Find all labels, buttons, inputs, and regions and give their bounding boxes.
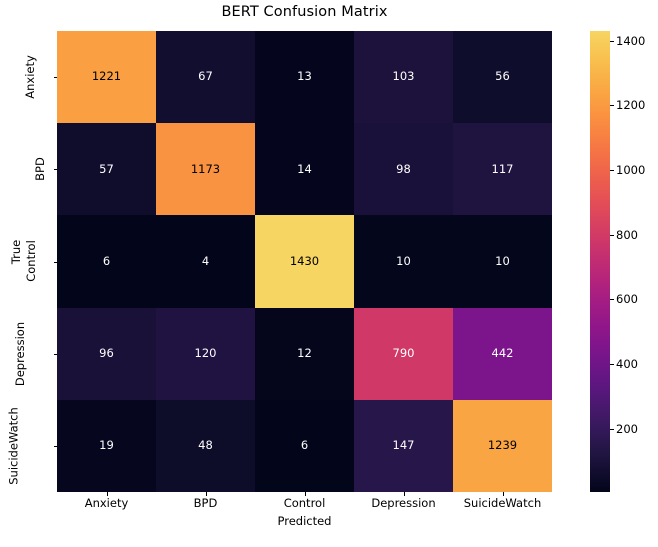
cell-value: 56 <box>495 69 510 84</box>
heatmap-cell: 67 <box>156 31 255 124</box>
cell-value: 4 <box>201 253 210 268</box>
cell-value: 1239 <box>487 438 518 453</box>
heatmap-cell: 1221 <box>57 31 156 124</box>
cell-value: 19 <box>99 438 114 453</box>
x-tick-label: Control <box>283 496 326 510</box>
y-tick-label: Control <box>0 215 52 307</box>
y-tick-mark <box>53 261 57 263</box>
colorbar-tick-label: 200 <box>616 421 638 436</box>
cell-value: 1221 <box>91 69 122 84</box>
heatmap-cell: 442 <box>453 307 552 400</box>
y-tick-label-text: Depression <box>12 321 27 386</box>
colorbar-tick-mark <box>610 170 614 171</box>
cell-value: 1430 <box>289 253 320 268</box>
heatmap-cell: 56 <box>453 31 552 124</box>
cell-value: 6 <box>102 253 111 268</box>
cell-value: 1173 <box>190 161 221 176</box>
cell-value: 442 <box>491 345 514 360</box>
heatmap-cell: 4 <box>156 215 255 308</box>
heatmap-cell: 103 <box>354 31 453 124</box>
cell-value: 96 <box>99 345 114 360</box>
cell-value: 103 <box>392 69 415 84</box>
cell-value: 790 <box>392 345 415 360</box>
x-tick-label: BPD <box>193 496 218 510</box>
y-tick-mark <box>53 169 57 171</box>
colorbar-tick-mark <box>610 299 614 301</box>
x-tick-label: Anxiety <box>84 496 129 510</box>
colorbar-tick-label: 600 <box>616 292 638 307</box>
heatmap-cell: 14 <box>255 123 354 216</box>
cell-value: 120 <box>194 345 217 360</box>
y-tick-label-text: Anxiety <box>23 55 38 99</box>
cell-value: 67 <box>198 69 213 84</box>
y-tick-label-text: SuicideWatch <box>6 407 21 485</box>
heatmap-cell: 10 <box>453 215 552 308</box>
heatmap-cell: 117 <box>453 123 552 216</box>
colorbar-tick-label: 400 <box>616 356 638 371</box>
cell-value: 6 <box>300 438 309 453</box>
y-tick-label: Anxiety <box>0 31 52 123</box>
colorbar <box>590 31 610 492</box>
heatmap-grid: 1221 67 13 103 56 57 1173 14 98 117 6 4 1430 10 10 96 12… <box>57 31 552 492</box>
cell-value: 12 <box>297 345 312 360</box>
chart-title: BERT Confusion Matrix <box>221 4 388 20</box>
cell-value: 10 <box>495 253 510 268</box>
y-tick-label: Depression <box>0 308 52 400</box>
heatmap-cell: 13 <box>255 31 354 124</box>
cell-value: 98 <box>396 161 411 176</box>
heatmap-cell: 147 <box>354 399 453 492</box>
heatmap-cell: 790 <box>354 307 453 400</box>
colorbar-tick-label: 1400 <box>616 33 646 48</box>
x-tick-label: Depression <box>371 496 436 510</box>
cell-value: 48 <box>198 438 213 453</box>
x-tick-mark <box>205 492 207 496</box>
heatmap-cell: 57 <box>57 123 156 216</box>
heatmap-cell: 1239 <box>453 399 552 492</box>
colorbar-gradient <box>590 31 610 492</box>
y-tick-label: BPD <box>0 123 52 215</box>
colorbar-tick-mark <box>610 40 614 42</box>
cell-value: 147 <box>392 438 415 453</box>
heatmap-cell: 96 <box>57 307 156 400</box>
colorbar-tick-mark <box>610 234 614 236</box>
x-tick-mark <box>403 492 405 496</box>
colorbar-tick-mark <box>610 428 614 430</box>
cell-value: 10 <box>396 253 411 268</box>
y-axis-label: True <box>9 239 23 265</box>
y-tick-label-text: Control <box>24 240 39 283</box>
colorbar-tick-mark <box>610 105 614 107</box>
cell-value: 13 <box>297 69 312 84</box>
x-tick-mark <box>106 492 108 496</box>
colorbar-tick-label: 1200 <box>616 98 646 113</box>
heatmap-cell: 1430 <box>255 215 354 308</box>
y-tick-mark <box>53 445 57 447</box>
heatmap-cell: 120 <box>156 307 255 400</box>
y-tick-label-text: BPD <box>33 157 48 182</box>
colorbar-tick-label: 1000 <box>616 163 646 177</box>
cell-value: 57 <box>99 161 114 176</box>
cell-value: 14 <box>297 161 312 176</box>
x-tick-label: SuicideWatch <box>463 496 542 510</box>
y-tick-mark <box>53 353 57 355</box>
colorbar-tick-mark <box>610 363 614 365</box>
heatmap-cell: 6 <box>255 399 354 492</box>
x-axis-label: Predicted <box>277 514 332 528</box>
y-tick-mark <box>53 77 57 79</box>
colorbar-tick-label: 800 <box>616 227 638 242</box>
heatmap-cell: 1173 <box>156 123 255 216</box>
heatmap-cell: 12 <box>255 307 354 400</box>
heatmap-cell: 19 <box>57 399 156 492</box>
x-tick-mark <box>502 492 504 496</box>
heatmap-cell: 48 <box>156 399 255 492</box>
x-tick-mark <box>304 492 306 496</box>
x-tick-labels: Anxiety BPD Control Depression SuicideWatch <box>57 496 552 514</box>
heatmap-cell: 6 <box>57 215 156 308</box>
y-tick-label: SuicideWatch <box>0 400 52 492</box>
cell-value: 117 <box>491 161 514 176</box>
heatmap-cell: 10 <box>354 215 453 308</box>
heatmap-cell: 98 <box>354 123 453 216</box>
